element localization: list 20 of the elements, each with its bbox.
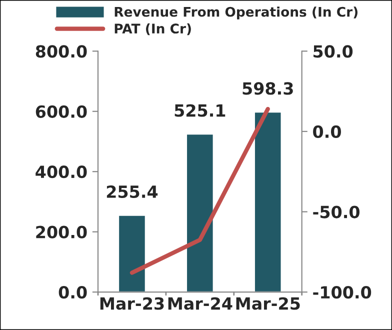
y-tick-label: 0.0 <box>58 286 87 299</box>
y2-tick-label: 50.0 <box>314 45 353 58</box>
data-label: 525.1 <box>174 104 226 117</box>
bar <box>186 133 214 292</box>
y2-tick-label: -100.0 <box>313 286 372 299</box>
y-tick-label: 400.0 <box>36 166 87 178</box>
x-tick-label: Mar-25 <box>236 297 300 310</box>
y-tick-label: 200.0 <box>36 226 87 238</box>
x-tick-label: Mar-23 <box>100 297 164 310</box>
y-tick-label: 800.0 <box>36 45 87 58</box>
bar <box>118 214 146 292</box>
data-label: 598.3 <box>242 82 293 95</box>
legend-label: PAT (In Cr) <box>114 23 191 36</box>
x-tick-label: Mar-24 <box>168 297 232 310</box>
y2-tick-label: -50.0 <box>313 206 360 218</box>
legend-label: Revenue From Operations (In Cr) <box>114 6 358 20</box>
bar <box>254 111 282 292</box>
y2-tick-label: 0.0 <box>313 125 341 138</box>
data-label: 255.4 <box>106 185 158 198</box>
y-tick-label: 600.0 <box>36 105 87 118</box>
